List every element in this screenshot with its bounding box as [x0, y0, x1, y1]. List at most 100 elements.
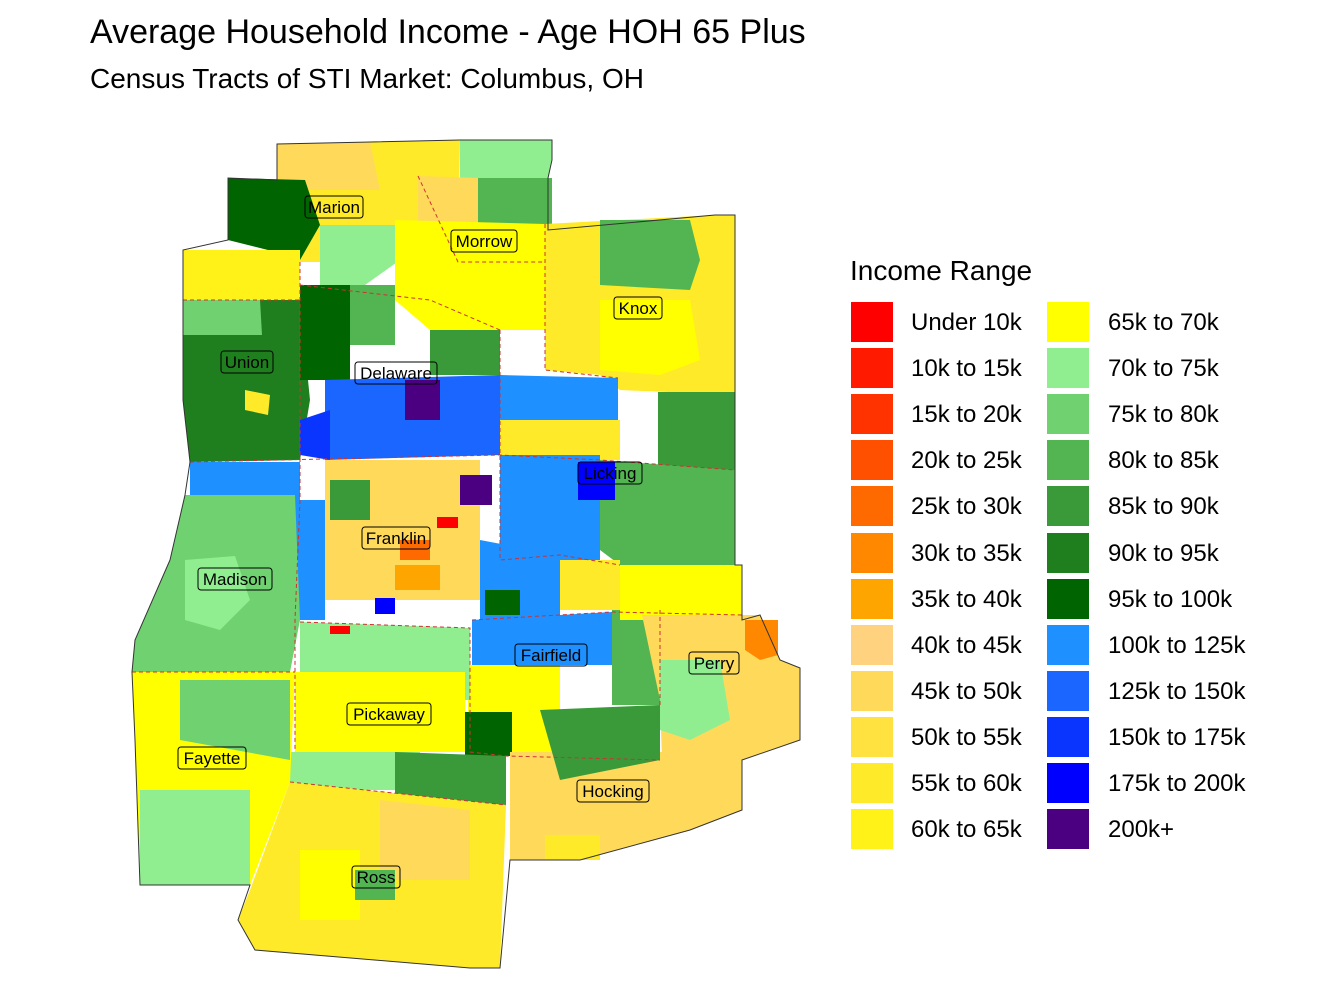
legend-swatch: [851, 763, 893, 803]
tract: [140, 790, 250, 885]
legend-swatch: [1047, 440, 1089, 481]
legend-swatch: [1047, 578, 1089, 619]
tract-layer: [132, 140, 800, 968]
map-title: Average Household Income - Age HOH 65 Pl…: [90, 13, 806, 51]
legend-label: 15k to 20k: [911, 401, 1022, 429]
tract: [320, 225, 400, 285]
tract: [500, 420, 620, 460]
county-label-perry: Perry: [688, 651, 740, 675]
county-boundaries: [132, 175, 743, 806]
svg-text:Perry: Perry: [694, 654, 735, 673]
county-label-morrow: Morrow: [450, 229, 518, 253]
legend-label: 70k to 75k: [1108, 355, 1219, 383]
market-outline: [131, 139, 801, 969]
svg-text:Union: Union: [225, 353, 269, 372]
legend-swatch: [1047, 763, 1089, 803]
tract: [460, 475, 492, 505]
tract: [460, 140, 552, 178]
legend-swatch: [851, 716, 893, 757]
legend-swatch: [1047, 716, 1089, 757]
legend-label: 65k to 70k: [1108, 309, 1219, 336]
tract: [277, 142, 380, 190]
legend-swatch: [851, 578, 893, 619]
legend-label: Under 10k: [911, 309, 1022, 336]
legend-label: 90k to 95k: [1108, 539, 1219, 567]
legend-label: 75k to 80k: [1108, 401, 1219, 429]
legend-label: 150k to 175k: [1108, 723, 1246, 751]
tract: [465, 712, 512, 756]
legend-swatch: [1047, 809, 1089, 850]
tract: [183, 250, 300, 300]
county-label-union: Union: [220, 350, 274, 374]
tract: [472, 612, 612, 665]
legend-label: 85k to 90k: [1108, 493, 1219, 521]
legend-label: 125k to 150k: [1108, 677, 1246, 705]
tract: [295, 672, 465, 752]
svg-text:Ross: Ross: [357, 868, 396, 887]
legend-label: 200k+: [1108, 816, 1175, 844]
legend-label: 40k to 45k: [911, 631, 1022, 659]
svg-text:Morrow: Morrow: [456, 232, 513, 251]
legend-swatch: [851, 348, 893, 389]
tract: [183, 300, 262, 335]
legend-title: Income Range: [850, 255, 1033, 286]
tract: [350, 285, 395, 345]
svg-text:Delaware: Delaware: [360, 364, 432, 383]
tract: [578, 462, 615, 500]
county-label-knox: Knox: [613, 296, 663, 320]
legend-label: 175k to 200k: [1108, 770, 1246, 797]
legend-swatch: [851, 302, 893, 342]
legend-label: 80k to 85k: [1108, 447, 1219, 475]
tract: [500, 375, 618, 420]
svg-text:Fayette: Fayette: [184, 749, 241, 768]
legend-label: 35k to 40k: [911, 585, 1022, 613]
tract: [437, 517, 458, 528]
tract: [500, 455, 600, 560]
tract: [600, 460, 735, 565]
tract: [183, 300, 310, 462]
tract: [545, 835, 600, 860]
legend-swatch: [851, 486, 893, 527]
legend-swatch: [1047, 302, 1089, 342]
legend-swatch: [1047, 670, 1089, 711]
legend-swatch: [1047, 624, 1089, 665]
tract: [395, 565, 440, 590]
tract: [300, 850, 360, 920]
tract: [540, 705, 660, 780]
legend-label: 10k to 15k: [911, 355, 1022, 383]
tract: [300, 285, 350, 380]
county-label-pickaway: Pickaway: [346, 702, 432, 726]
legend-swatch: [851, 532, 893, 573]
tract: [478, 178, 552, 228]
legend-swatch: [851, 440, 893, 481]
svg-text:Hocking: Hocking: [582, 782, 643, 801]
svg-text:Fairfield: Fairfield: [521, 646, 581, 665]
legend-label: 45k to 50k: [911, 677, 1022, 705]
tract: [190, 462, 300, 500]
tract: [290, 752, 420, 790]
tract: [510, 752, 742, 860]
legend-swatch: [851, 809, 893, 850]
legend-label: 100k to 125k: [1108, 631, 1246, 659]
county-label-madison: Madison: [197, 567, 273, 591]
legend-label: 55k to 60k: [911, 770, 1022, 797]
legend-label: 30k to 35k: [911, 539, 1022, 567]
legend-label: 95k to 100k: [1108, 585, 1233, 613]
tract: [430, 330, 500, 375]
legend-swatch: [1047, 486, 1089, 527]
legend-swatch: [1047, 348, 1089, 389]
county-label-ross: Ross: [351, 865, 401, 889]
tract: [400, 540, 430, 560]
svg-text:Marion: Marion: [308, 198, 360, 217]
svg-text:Franklin: Franklin: [366, 529, 426, 548]
tract: [355, 870, 395, 900]
legend-label: 25k to 30k: [911, 493, 1022, 521]
svg-text:Madison: Madison: [203, 570, 267, 589]
svg-text:Licking: Licking: [584, 464, 637, 483]
legend-label: 60k to 65k: [911, 816, 1022, 844]
tract: [560, 560, 620, 610]
svg-text:Pickaway: Pickaway: [353, 705, 425, 724]
legend-swatch: [851, 624, 893, 665]
tract: [658, 392, 735, 470]
